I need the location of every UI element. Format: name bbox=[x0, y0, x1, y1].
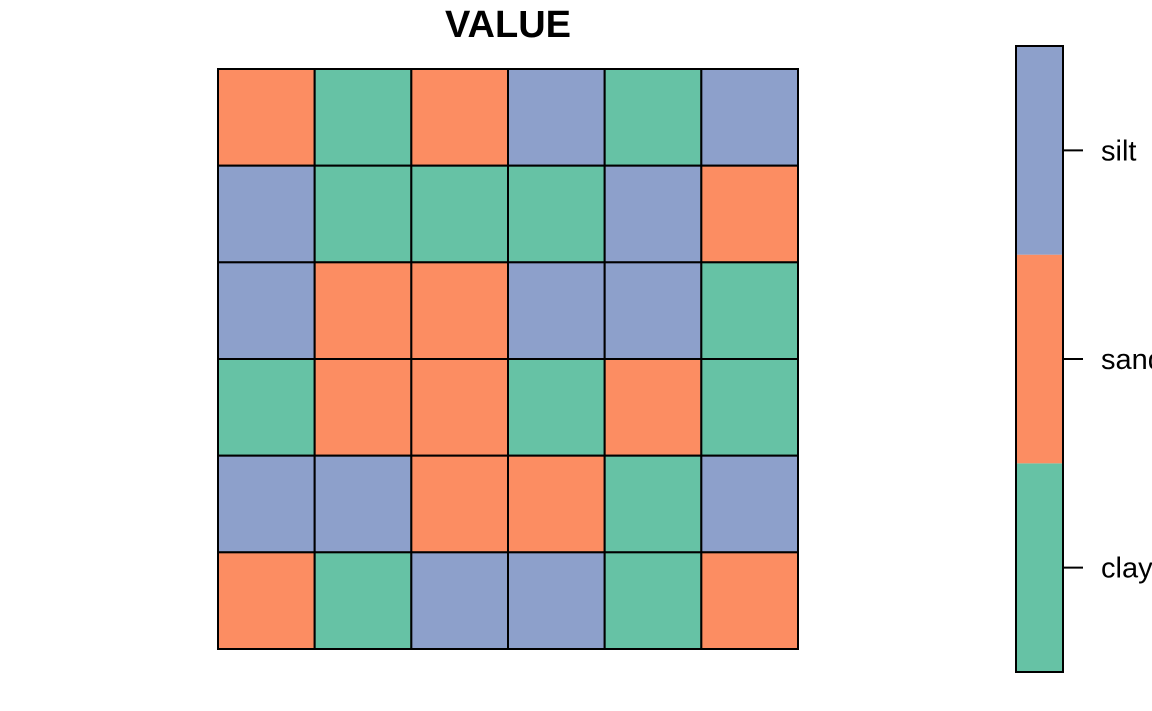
legend-swatch-sand bbox=[1016, 254, 1063, 464]
raster-cell-r1-c2-clay bbox=[313, 68, 413, 167]
raster-cell-r4-c5-sand bbox=[603, 358, 703, 457]
legend: clay sand silt bbox=[1015, 45, 1152, 673]
raster-cell-r4-c6-clay bbox=[700, 358, 799, 457]
raster-cell-r1-c1-sand bbox=[217, 68, 316, 167]
legend-label-sand: sand bbox=[1101, 344, 1152, 376]
raster-cell-r3-c5-silt bbox=[603, 261, 703, 361]
raster-cell-r2-c3-clay bbox=[410, 164, 510, 264]
raster-cell-r5-c2-silt bbox=[313, 454, 413, 554]
raster-cell-r2-c4-clay bbox=[507, 164, 606, 264]
raster-cell-r3-c3-sand bbox=[410, 261, 510, 361]
chart-title: VALUE bbox=[445, 4, 571, 46]
raster-cell-r6-c3-silt bbox=[410, 551, 510, 650]
legend-border bbox=[1015, 45, 1064, 673]
raster-cell-r2-c5-silt bbox=[603, 164, 703, 264]
raster-cell-r3-c1-silt bbox=[217, 261, 316, 361]
raster-grid bbox=[217, 68, 799, 650]
raster-cell-r5-c4-sand bbox=[507, 454, 606, 554]
raster-cell-r1-c6-silt bbox=[700, 68, 799, 167]
raster-cell-r5-c5-clay bbox=[603, 454, 703, 554]
legend-label-silt: silt bbox=[1101, 135, 1136, 167]
raster-cell-r1-c3-sand bbox=[410, 68, 510, 167]
raster-cell-r5-c6-silt bbox=[700, 454, 799, 554]
raster-cell-r6-c4-silt bbox=[507, 551, 606, 650]
raster-cell-r2-c1-silt bbox=[217, 164, 316, 264]
raster-cell-r6-c5-clay bbox=[603, 551, 703, 650]
legend-swatch-silt bbox=[1016, 46, 1063, 255]
raster-cell-r2-c2-clay bbox=[313, 164, 413, 264]
raster-cell-r6-c1-sand bbox=[217, 551, 316, 650]
raster-cell-r3-c2-sand bbox=[313, 261, 413, 361]
legend-label-clay: clay bbox=[1101, 553, 1152, 585]
legend-swatch-clay bbox=[1016, 463, 1063, 672]
raster-cell-r5-c1-silt bbox=[217, 454, 316, 554]
raster-cell-r2-c6-sand bbox=[700, 164, 799, 264]
raster-cell-r4-c1-clay bbox=[217, 358, 316, 457]
raster-cell-r6-c6-sand bbox=[700, 551, 799, 650]
raster-cell-r1-c5-clay bbox=[603, 68, 703, 167]
raster-cell-r6-c2-clay bbox=[313, 551, 413, 650]
raster-cell-r4-c2-sand bbox=[313, 358, 413, 457]
raster-cell-r1-c4-silt bbox=[507, 68, 606, 167]
raster-cell-r3-c6-clay bbox=[700, 261, 799, 361]
raster-cell-r5-c3-sand bbox=[410, 454, 510, 554]
raster-cell-r4-c3-sand bbox=[410, 358, 510, 457]
raster-cell-r3-c4-silt bbox=[507, 261, 606, 361]
raster-cell-r4-c4-clay bbox=[507, 358, 606, 457]
